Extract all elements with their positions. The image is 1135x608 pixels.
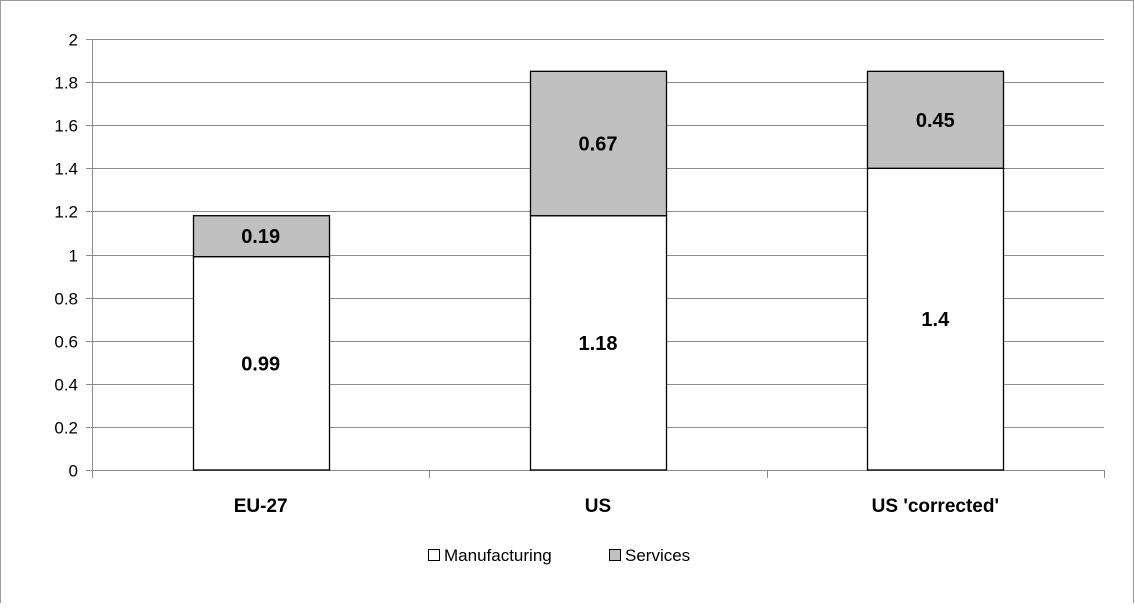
data-label-manufacturing-0: 0.99 — [241, 353, 280, 375]
data-label-services-0: 0.19 — [241, 226, 280, 248]
y-tick-label-8: 1.6 — [54, 117, 78, 136]
x-tick-label-2: US 'corrected' — [872, 496, 999, 517]
y-tick-label-0: 0 — [69, 462, 78, 481]
data-label-manufacturing-1: 1.18 — [579, 333, 618, 355]
y-tick-label-5: 1 — [69, 247, 78, 266]
y-tick-label-2: 0.4 — [54, 376, 78, 395]
x-tick-label-1: US — [585, 496, 611, 517]
bar-services-2 — [866, 70, 1005, 169]
bar-manufacturing-1 — [529, 215, 668, 471]
legend-swatch-services — [609, 549, 621, 561]
y-tick-label-1: 0.2 — [54, 419, 78, 438]
tick-labels: 0 0.2 0.4 0.6 0.8 1 1.2 1.4 1.6 1.8 2 EU-27 US US 'co… — [54, 31, 999, 518]
y-tick-label-3: 0.6 — [54, 333, 78, 352]
data-label-services-2: 0.45 — [916, 110, 955, 132]
y-tick-label-10: 2 — [69, 31, 78, 50]
legend-swatch-manufacturing — [428, 549, 440, 561]
y-tick-label-6: 1.2 — [54, 203, 78, 222]
bar-manufacturing-0 — [192, 256, 331, 471]
bar-services-0 — [192, 215, 331, 258]
bar-manufacturing-2 — [866, 167, 1005, 471]
legend-label-manufacturing: Manufacturing — [444, 546, 552, 565]
y-tick-label-7: 1.4 — [54, 160, 78, 179]
bar-services-1 — [529, 70, 668, 217]
y-tick-label-9: 1.8 — [54, 74, 78, 93]
data-label-manufacturing-2: 1.4 — [921, 309, 950, 331]
x-tick-label-0: EU-27 — [234, 496, 288, 517]
data-label-services-1: 0.67 — [579, 134, 618, 156]
legend-label-services: Services — [625, 546, 690, 565]
y-tick-label-4: 0.8 — [54, 290, 78, 309]
legend: Manufacturing Services — [428, 546, 690, 565]
bars: 0.99 0.19 1.18 0.67 1.4 0.45 — [192, 70, 1005, 471]
